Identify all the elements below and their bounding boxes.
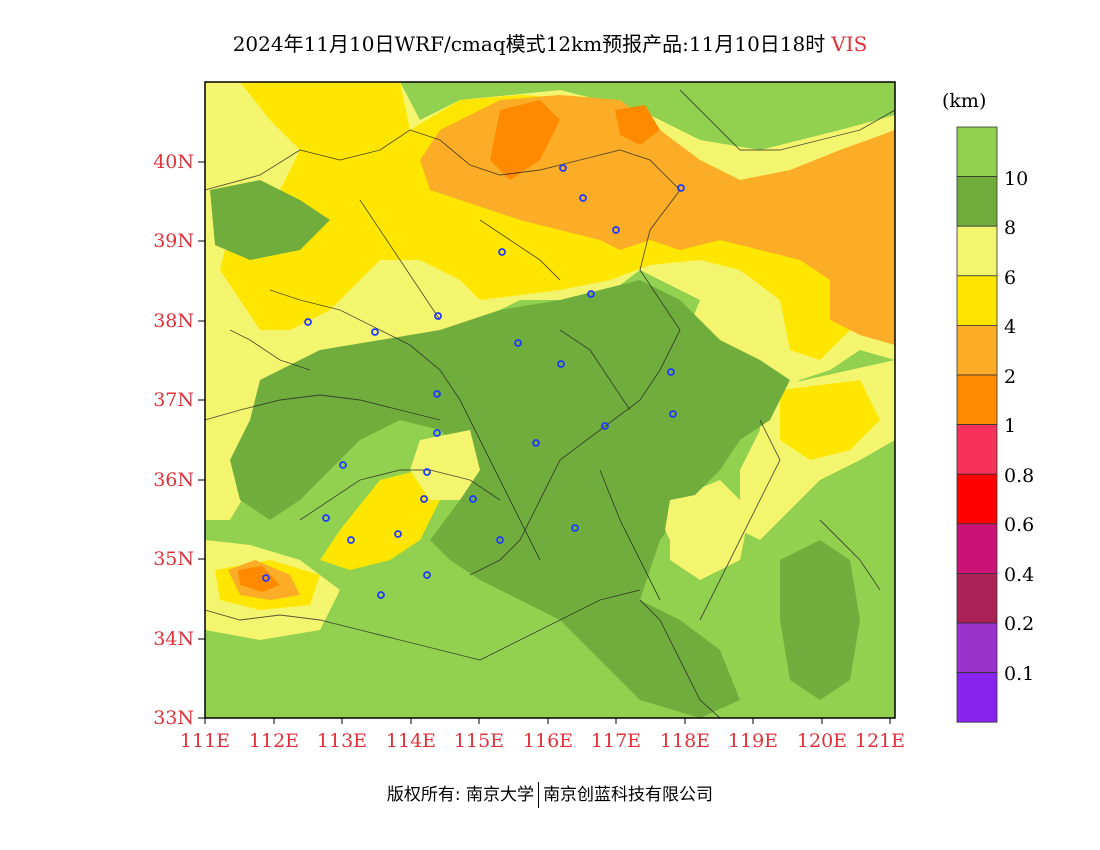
legend-swatch: [956, 225, 998, 277]
legend-unit: (km): [942, 90, 987, 112]
legend-swatch: [956, 324, 998, 376]
lon-label-118e: 118E: [659, 730, 711, 752]
city-marker: [667, 368, 675, 376]
city-marker: [532, 439, 540, 447]
legend-swatch: [956, 176, 998, 227]
legend-swatch: [956, 672, 998, 723]
city-marker: [434, 312, 442, 320]
city-marker: [423, 571, 431, 579]
footer-separator: [538, 782, 540, 808]
city-marker: [339, 461, 347, 469]
lon-label-120e: 120E: [796, 730, 848, 752]
lon-label-119e: 119E: [727, 730, 779, 752]
city-marker: [559, 164, 567, 172]
lon-label-114e: 114E: [385, 730, 437, 752]
legend-label: 2: [1004, 366, 1017, 388]
city-markers: [262, 164, 685, 599]
lat-label-38n: 38N: [153, 310, 194, 332]
city-marker: [433, 390, 441, 398]
legend-label: 0.6: [1004, 514, 1035, 536]
lat-label-39n: 39N: [153, 230, 194, 252]
city-marker: [304, 318, 312, 326]
zone-4-6-central: [320, 470, 440, 570]
city-marker: [498, 248, 506, 256]
zone-1-2-sw: [238, 566, 280, 592]
city-marker: [469, 495, 477, 503]
lon-label-111e: 111E: [179, 730, 231, 752]
city-marker: [322, 514, 330, 522]
city-marker: [601, 422, 609, 430]
zone-1-2-north: [490, 100, 560, 180]
city-marker: [557, 360, 565, 368]
legend-label: 0.2: [1004, 613, 1035, 635]
city-marker: [394, 530, 402, 538]
city-marker: [347, 536, 355, 544]
legend-colorbar: [956, 126, 998, 723]
lat-label-37n: 37N: [153, 389, 194, 411]
copyright-owner: 版权所有: 南京大学: [386, 785, 535, 805]
zone-8-10-nw: [210, 180, 330, 260]
lon-label-121e: 121E: [854, 730, 906, 752]
city-marker: [587, 290, 595, 298]
lon-label-113e: 113E: [316, 730, 368, 752]
legend-label: 8: [1004, 217, 1017, 239]
legend-label: 6: [1004, 267, 1017, 289]
boundaries: [205, 89, 895, 718]
legend-swatch: [956, 622, 998, 673]
legend-label: 4: [1004, 316, 1017, 338]
legend-swatch: [956, 275, 998, 326]
city-marker: [579, 194, 587, 202]
legend-label: 0.1: [1004, 663, 1035, 685]
city-marker: [433, 429, 441, 437]
city-marker: [420, 495, 428, 503]
city-marker: [496, 536, 504, 544]
copyright-company: 南京创蓝科技有限公司: [543, 785, 714, 805]
city-marker: [514, 339, 522, 347]
title-variable: VIS: [831, 32, 868, 56]
zone-4-6-east: [780, 380, 880, 460]
legend-swatch: [956, 374, 998, 425]
zone-1-2-ne: [615, 105, 660, 145]
lat-label-40n: 40N: [153, 151, 194, 173]
lat-label-35n: 35N: [153, 548, 194, 570]
lon-ticks: [204, 718, 891, 724]
legend-label: 1: [1004, 415, 1017, 437]
zone-6-8-inner2: [665, 490, 740, 560]
zone-6-8-inner: [410, 430, 480, 500]
city-marker: [262, 574, 270, 582]
legend-swatch: [956, 424, 998, 475]
city-marker: [571, 524, 579, 532]
city-marker: [377, 591, 385, 599]
legend-label: 10: [1004, 168, 1029, 190]
lat-label-36n: 36N: [153, 469, 194, 491]
lon-label-112e: 112E: [248, 730, 300, 752]
copyright-footer: 版权所有: 南京大学 南京创蓝科技有限公司: [0, 780, 1100, 808]
city-marker: [669, 410, 677, 418]
lon-label-116e: 116E: [522, 730, 574, 752]
legend-swatch: [956, 573, 998, 624]
lat-label-34n: 34N: [153, 628, 194, 650]
visibility-field: [205, 82, 895, 718]
legend-swatch: [956, 473, 998, 525]
legend-swatch: [956, 523, 998, 574]
city-marker: [371, 328, 379, 336]
zone-8-10-se: [780, 540, 860, 700]
legend-label: 0.8: [1004, 465, 1035, 487]
city-marker: [423, 468, 431, 476]
legend-swatch: [956, 126, 998, 177]
city-marker: [612, 226, 620, 234]
title-main: 2024年11月10日WRF/cmaq模式12km预报产品:11月10日18时: [232, 32, 826, 56]
lat-label-33n: 33N: [153, 707, 194, 729]
city-marker: [677, 184, 685, 192]
lon-label-115e: 115E: [453, 730, 505, 752]
chart-title: 2024年11月10日WRF/cmaq模式12km预报产品:11月10日18时 V…: [0, 28, 1100, 57]
lon-label-117e: 117E: [590, 730, 642, 752]
lat-ticks: [198, 161, 205, 719]
legend-label: 0.4: [1004, 564, 1035, 586]
